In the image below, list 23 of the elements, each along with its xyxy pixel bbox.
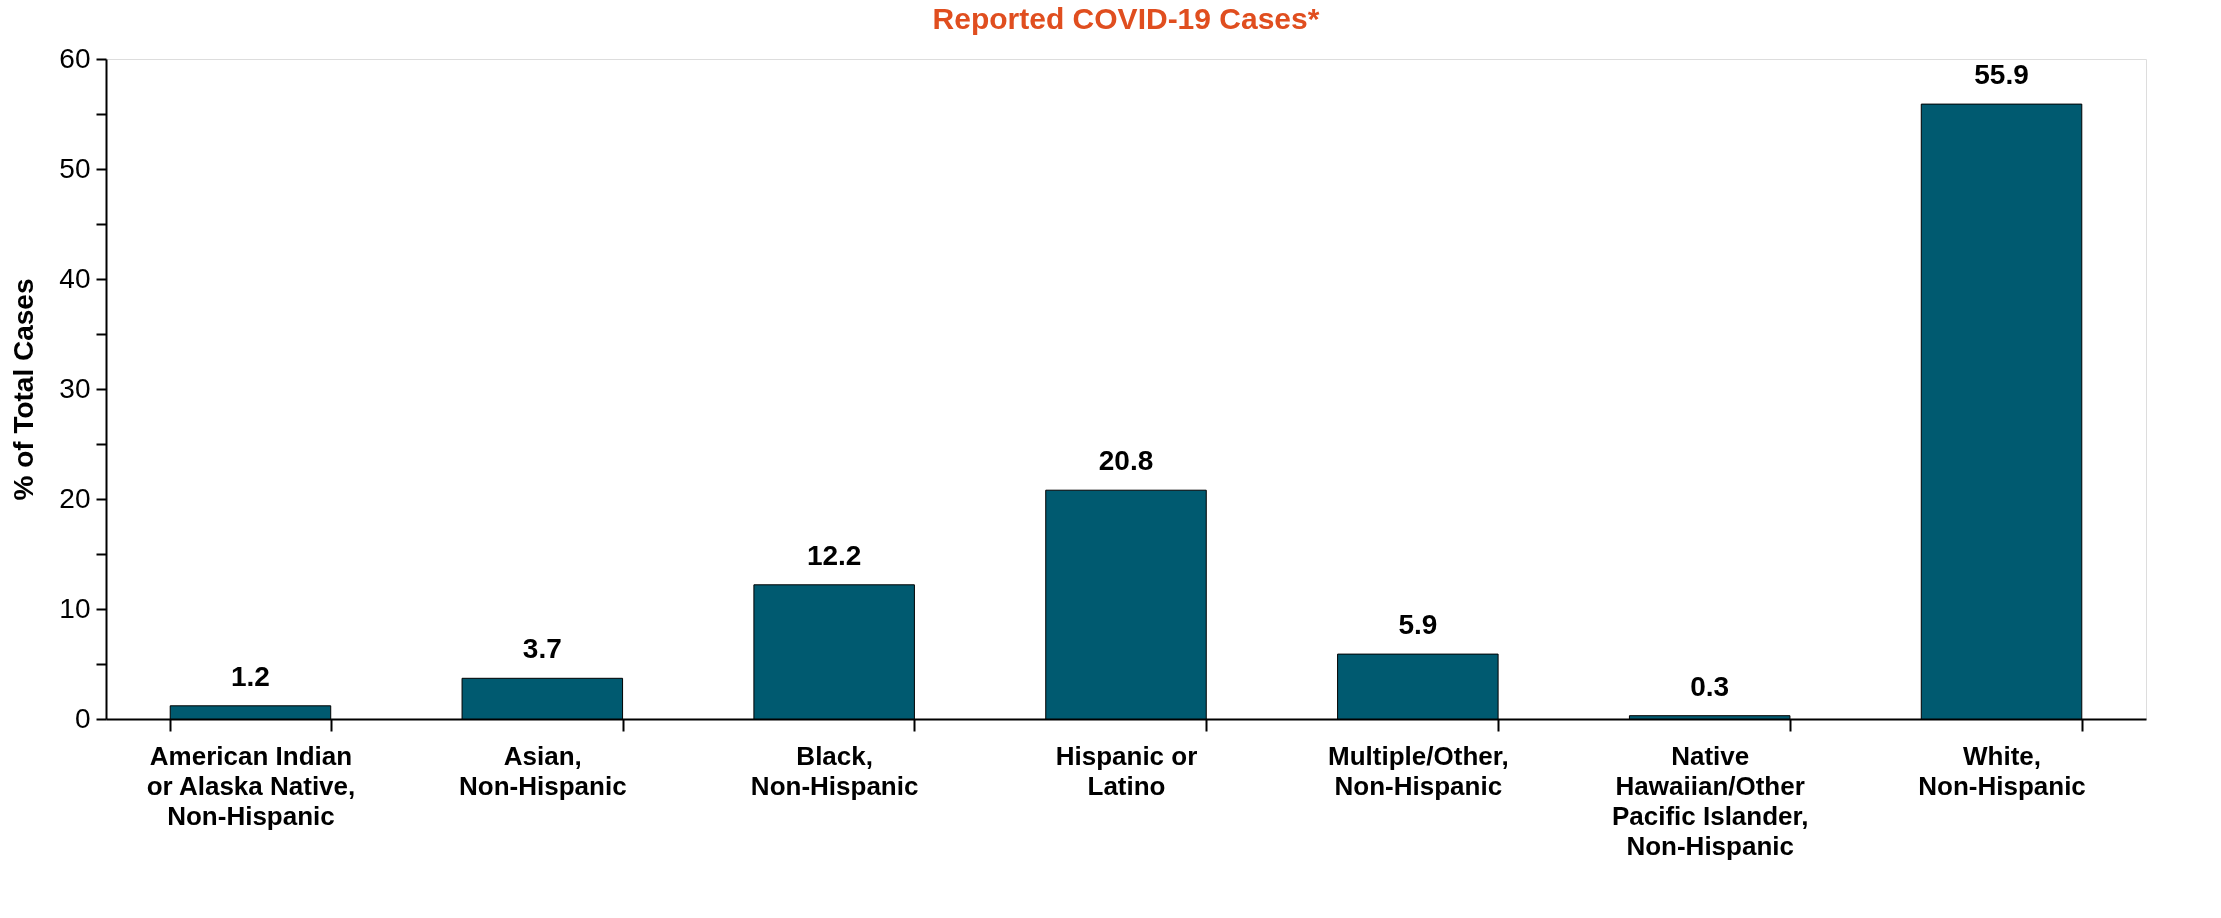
- y-tick-label: 60: [59, 42, 91, 74]
- y-tick-label: 20: [59, 482, 91, 514]
- y-axis-title: % of Total Cases: [8, 278, 40, 501]
- y-tick-label: 50: [59, 152, 91, 184]
- x-tick-label: Black, Non-Hispanic: [750, 740, 919, 801]
- x-tick-label: White, Non-Hispanic: [1918, 740, 2086, 801]
- x-tick-label: Hispanic or Latino: [1055, 740, 1198, 801]
- y-tick-label: 10: [59, 592, 91, 624]
- x-tick-label: Asian, Non-Hispanic: [459, 740, 627, 801]
- x-tick-label: American Indian or Alaska Native, Non-Hispanic: [146, 740, 356, 831]
- data-label: 3.7: [522, 633, 562, 665]
- x-tick-label: Native Hawaiian/Other Pacific Islander, Non-Hispanic: [1611, 740, 1809, 861]
- x-tick-label: Multiple/Other, Non-Hispanic: [1328, 740, 1509, 801]
- data-label: 12.2: [806, 539, 862, 571]
- data-label: 20.8: [1098, 445, 1154, 477]
- chart-title: Reported COVID-19 Cases*: [932, 2, 1320, 35]
- data-label: 1.2: [230, 660, 270, 692]
- y-tick-label: 40: [59, 262, 91, 294]
- data-label: 5.9: [1398, 609, 1438, 641]
- data-label: 0.3: [1690, 670, 1730, 702]
- data-label: 55.9: [1974, 59, 2029, 91]
- y-tick-label: 30: [59, 372, 91, 404]
- y-tick-label: 0: [74, 702, 91, 734]
